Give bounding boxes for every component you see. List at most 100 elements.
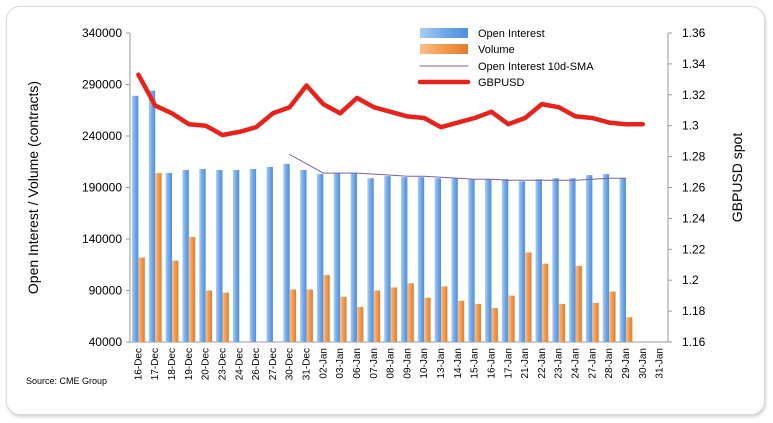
- x-tick-label: 20-Dec: [201, 348, 212, 380]
- legend-label: GBPUSD: [478, 77, 525, 89]
- y-right-tick-label: 1.26: [682, 181, 706, 195]
- y-right-tick-label: 1.24: [682, 211, 706, 225]
- x-tick-label: 29-Jan: [621, 348, 632, 379]
- volume-bar: [323, 275, 330, 342]
- open-interest-bar: [569, 178, 576, 342]
- open-interest-bar: [283, 163, 290, 342]
- x-tick-label: 30-Dec: [285, 348, 296, 380]
- y-left-tick-label: 290000: [82, 78, 122, 92]
- open-interest-bar: [182, 169, 189, 342]
- open-interest-bar: [451, 178, 458, 342]
- open-interest-bar: [417, 177, 425, 342]
- x-tick-label: 06-Jan: [352, 348, 363, 379]
- open-interest-bar: [468, 179, 475, 342]
- volume-bar: [390, 287, 397, 342]
- open-interest-bar: [350, 173, 357, 342]
- volume-bar: [155, 173, 162, 342]
- open-interest-bar: [434, 178, 442, 342]
- legend-swatch: [420, 44, 468, 54]
- y-right-axis-title: GBPUSD spot: [729, 133, 745, 223]
- open-interest-bar: [249, 168, 257, 342]
- x-tick-label: 16-Dec: [133, 348, 144, 380]
- x-tick-label: 07-Jan: [369, 348, 380, 379]
- open-interest-bar: [401, 177, 408, 342]
- volume-bar: [575, 265, 582, 342]
- y-right-tick-label: 1.2: [682, 273, 699, 287]
- x-tick-label: 27-Dec: [268, 348, 279, 380]
- volume-bar: [172, 260, 179, 342]
- legend-label: Open Interest: [478, 28, 545, 40]
- volume-bar: [340, 296, 347, 342]
- y-right-tick-label: 1.34: [682, 57, 706, 71]
- y-left-tick-label: 190000: [82, 181, 122, 195]
- volume-bar: [457, 300, 465, 342]
- y-right-tick-label: 1.28: [682, 150, 706, 164]
- open-interest-bar: [384, 176, 391, 342]
- x-tick-label: 15-Jan: [470, 348, 481, 379]
- volume-bar: [474, 303, 482, 342]
- volume-bar: [525, 252, 532, 342]
- volume-bar: [289, 289, 297, 342]
- x-tick-label: 16-Jan: [486, 348, 497, 379]
- volume-bar: [188, 236, 196, 342]
- volume-bar: [508, 295, 515, 342]
- y-left-tick-label: 140000: [82, 232, 122, 246]
- volume-bar: [306, 289, 313, 342]
- open-interest-bar: [619, 178, 626, 342]
- y-right-tick-label: 1.36: [682, 26, 706, 40]
- y-left-axis-title: Open Interest / Volume (contracts): [25, 81, 41, 294]
- x-tick-label: 08-Jan: [386, 348, 397, 379]
- volume-bar: [356, 306, 364, 342]
- x-tick-label: 18-Dec: [167, 348, 178, 380]
- open-interest-bar: [535, 179, 542, 342]
- x-tick-label: 02-Jan: [318, 348, 329, 379]
- x-tick-label: 23-Dec: [217, 348, 228, 380]
- volume-bar: [592, 302, 599, 342]
- x-tick-label: 22-Jan: [537, 348, 548, 379]
- volume-bar: [491, 308, 498, 342]
- y-left-tick-label: 90000: [89, 284, 123, 298]
- legend-label: Volume: [478, 44, 515, 56]
- open-interest-bar: [602, 174, 610, 342]
- x-tick-label: 24-Jan: [571, 348, 582, 379]
- legend-label: Open Interest 10d-SMA: [478, 61, 594, 73]
- x-tick-label: 30-Jan: [638, 348, 649, 379]
- volume-bar: [441, 286, 448, 342]
- volume-bar: [407, 283, 414, 342]
- volume-bar: [205, 290, 213, 342]
- volume-bar: [609, 291, 616, 342]
- open-interest-bar: [216, 169, 223, 342]
- x-tick-label: 09-Jan: [402, 348, 413, 379]
- open-interest-bar: [367, 178, 374, 342]
- volume-bar: [424, 297, 431, 342]
- y-left-tick-label: 340000: [82, 26, 122, 40]
- open-interest-bar: [232, 169, 240, 342]
- x-tick-label: 14-Jan: [453, 348, 464, 379]
- y-right-tick-label: 1.3: [682, 119, 699, 133]
- volume-bar: [558, 303, 566, 342]
- open-interest-bar: [300, 169, 307, 342]
- x-tick-label: 31-Dec: [302, 348, 313, 380]
- gbpusd-line: [136, 72, 646, 138]
- x-tick-label: 28-Jan: [604, 348, 615, 379]
- x-tick-label: 31-Jan: [655, 348, 666, 379]
- open-interest-bar: [266, 166, 273, 342]
- open-interest-bar: [501, 179, 509, 342]
- volume-bar: [138, 257, 145, 342]
- x-tick-label: 03-Jan: [335, 348, 346, 379]
- open-interest-bar: [165, 173, 173, 342]
- x-tick-label: 27-Jan: [587, 348, 598, 379]
- open-interest-bar: [552, 178, 559, 342]
- open-interest-bar: [316, 174, 324, 342]
- x-tick-label: 10-Jan: [419, 348, 430, 379]
- open-interest-bar: [518, 181, 526, 342]
- y-left-tick-label: 40000: [89, 335, 123, 349]
- volume-bar: [373, 290, 381, 342]
- x-tick-label: 19-Dec: [184, 348, 195, 380]
- open-interest-bar: [585, 175, 593, 342]
- y-right-tick-label: 1.32: [682, 88, 706, 102]
- sma-line: [289, 154, 627, 181]
- x-tick-label: 17-Jan: [503, 348, 514, 379]
- open-interest-bar: [199, 168, 206, 342]
